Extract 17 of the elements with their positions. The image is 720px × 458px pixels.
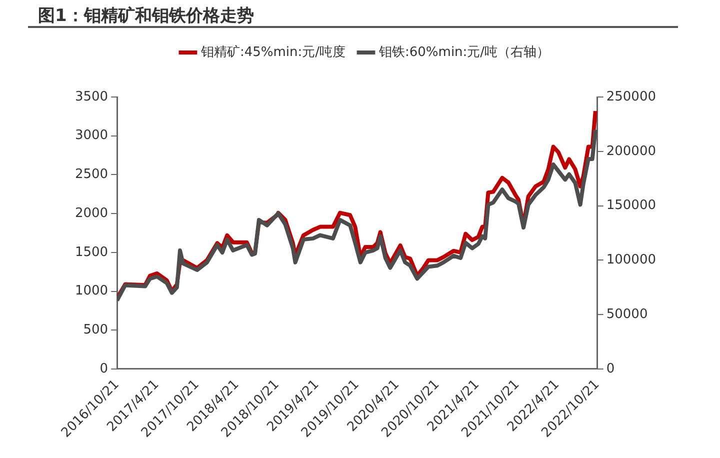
legend-label: 钼铁:60%min:元/吨（右轴） (378, 44, 550, 60)
y2-tick-label: 50000 (606, 306, 648, 322)
y-tick-label: 500 (83, 322, 108, 338)
y-tick-label: 3000 (74, 128, 108, 144)
y-tick-label: 1000 (74, 284, 108, 299)
y-tick-label: 1500 (74, 244, 108, 260)
y2-tick-label: 0 (606, 361, 615, 376)
y-tick-label: 3500 (74, 89, 108, 104)
chart-title: 图1：钼精矿和钼铁价格走势 (38, 5, 254, 27)
y-tick-label: 2500 (74, 167, 108, 182)
y2-tick-label: 200000 (606, 144, 656, 159)
y-tick-label: 0 (100, 361, 108, 376)
y2-tick-label: 100000 (606, 252, 656, 268)
y2-tick-label: 250000 (606, 89, 656, 104)
y-tick-label: 2000 (74, 206, 108, 221)
y2-tick-label: 150000 (606, 198, 656, 214)
legend-label: 钼精矿:45%min:元/吨度 (200, 44, 346, 60)
